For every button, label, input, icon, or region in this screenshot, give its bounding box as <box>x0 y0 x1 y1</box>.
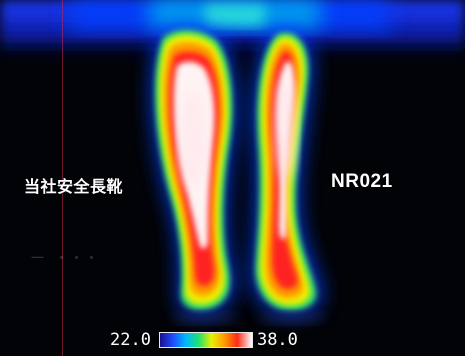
left-leg-heat <box>151 25 237 315</box>
right-leg-heat <box>251 28 323 315</box>
label-our-boots: 当社安全長靴 <box>24 177 124 196</box>
faint-overlay-text: ー ・・・ <box>30 249 100 267</box>
scale-color-bar <box>158 332 253 348</box>
vertical-cursor-line <box>62 0 63 356</box>
label-nr021: NR021 <box>331 171 393 192</box>
scale-min-value: 22.0 <box>110 330 151 350</box>
temperature-scale: 22.0 38.0 <box>110 328 298 352</box>
scale-max-value: 38.0 <box>256 330 298 350</box>
